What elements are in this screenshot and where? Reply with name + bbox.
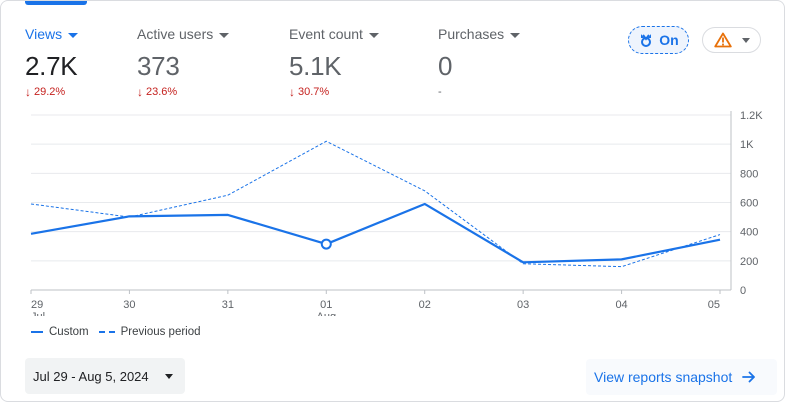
x-tick-label: 05 bbox=[708, 299, 720, 311]
y-tick-label: 200 bbox=[740, 256, 758, 268]
x-tick-label: 04 bbox=[615, 299, 627, 311]
insights-icon bbox=[641, 34, 652, 47]
legend-item-current: Custom bbox=[31, 326, 89, 338]
x-tick-label: 03 bbox=[517, 299, 529, 311]
metric-tab-active-users[interactable]: Active users 373 ↓ 23.6% bbox=[137, 25, 230, 99]
highlighted-data-point bbox=[320, 238, 332, 250]
metric-delta-value: 23.6% bbox=[146, 86, 178, 98]
metric-label: Event count bbox=[289, 26, 363, 42]
chevron-down-icon bbox=[741, 37, 750, 43]
chevron-down-icon[interactable] bbox=[510, 32, 521, 38]
chevron-down-icon[interactable] bbox=[68, 32, 79, 38]
y-tick-label: 1K bbox=[740, 139, 754, 151]
selected-metric-indicator bbox=[25, 1, 87, 5]
y-tick-label: 800 bbox=[740, 168, 758, 180]
metric-delta: ↓ 23.6% bbox=[137, 85, 229, 99]
x-tick-label: 29 bbox=[31, 299, 43, 311]
warning-triangle-icon bbox=[713, 32, 732, 48]
chart-legend: Custom Previous period bbox=[31, 326, 201, 338]
metric-value: 2.7K bbox=[25, 51, 78, 81]
legend-swatch-solid bbox=[31, 331, 43, 333]
arrow-down-icon: ↓ bbox=[25, 85, 31, 99]
arrow-down-icon: ↓ bbox=[289, 85, 295, 99]
legend-swatch-dashed bbox=[98, 331, 115, 333]
x-tick-label: 01 bbox=[320, 299, 332, 311]
snapshot-link-label: View reports snapshot bbox=[594, 369, 733, 385]
metric-tab-purchases[interactable]: Purchases 0 - bbox=[438, 25, 521, 99]
metric-label: Views bbox=[25, 26, 63, 42]
metric-delta: ↓ 29.2% bbox=[25, 85, 78, 99]
metric-tab-views[interactable]: Views 2.7K ↓ 29.2% bbox=[25, 25, 79, 99]
metric-delta: - bbox=[438, 85, 520, 99]
insights-toggle[interactable]: On bbox=[628, 26, 689, 54]
chevron-down-icon[interactable] bbox=[368, 32, 379, 38]
date-range-label: Jul 29 - Aug 5, 2024 bbox=[33, 368, 149, 384]
x-tick-label: 02 bbox=[419, 299, 431, 311]
metric-delta-value: - bbox=[438, 86, 442, 98]
metric-delta-value: 30.7% bbox=[298, 86, 330, 98]
alert-dropdown[interactable] bbox=[702, 27, 761, 53]
arrow-right-icon bbox=[742, 371, 756, 383]
legend-label-previous: Previous period bbox=[120, 326, 201, 338]
date-range-dropdown[interactable]: Jul 29 - Aug 5, 2024 bbox=[25, 358, 185, 394]
metric-tab-event-count[interactable]: Event count 5.1K ↓ 30.7% bbox=[289, 25, 379, 99]
legend-item-previous: Previous period bbox=[98, 326, 201, 338]
view-reports-snapshot-link[interactable]: View reports snapshot bbox=[586, 359, 777, 395]
metric-value: 0 bbox=[438, 51, 453, 81]
x-tick-sublabel: Aug bbox=[316, 311, 336, 316]
metric-label: Active users bbox=[137, 26, 214, 42]
metric-value: 373 bbox=[137, 51, 180, 81]
metric-delta-value: 29.2% bbox=[34, 86, 66, 98]
metric-value: 5.1K bbox=[289, 51, 342, 81]
insights-toggle-label: On bbox=[659, 32, 679, 48]
arrow-down-icon: ↓ bbox=[137, 85, 143, 99]
y-tick-label: 600 bbox=[740, 198, 758, 210]
legend-label-current: Custom bbox=[49, 326, 89, 338]
chevron-down-icon bbox=[164, 373, 173, 379]
views-line-chart: 0 200 400 600 800 1K 1.2K 29Jul 30 31 01Aug 02 03 04… bbox=[30, 110, 763, 316]
metric-delta: ↓ 30.7% bbox=[289, 85, 379, 99]
x-tick-sublabel: Jul bbox=[31, 311, 45, 316]
chevron-down-icon[interactable] bbox=[219, 32, 230, 38]
y-tick-label: 0 bbox=[740, 285, 746, 297]
series-line-previous-period bbox=[30, 140, 721, 268]
y-tick-label: 1.2K bbox=[740, 110, 763, 122]
x-tick-label: 30 bbox=[123, 299, 135, 311]
series-line-custom bbox=[30, 202, 721, 264]
y-tick-label: 400 bbox=[740, 227, 758, 239]
metric-label: Purchases bbox=[438, 26, 505, 42]
x-tick-label: 31 bbox=[222, 299, 234, 311]
